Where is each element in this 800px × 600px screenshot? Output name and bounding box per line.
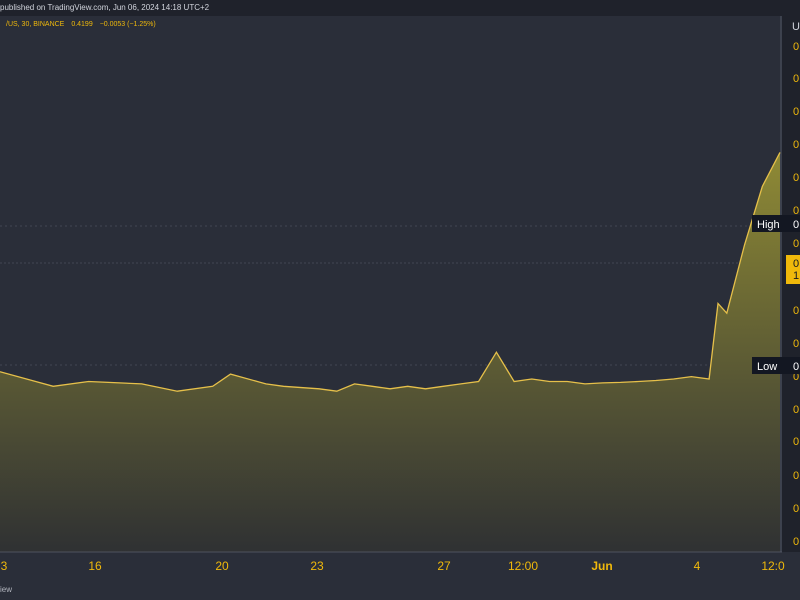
right-axis-tick-label: 0 xyxy=(793,404,799,416)
right-axis-tick-label: 0 xyxy=(793,470,799,482)
x-axis-tick-label: 4 xyxy=(694,559,701,573)
x-axis-tick-label: 27 xyxy=(437,559,451,573)
published-text: published on TradingView.com, Jun 06, 20… xyxy=(0,3,210,12)
right-axis-tick-label: 0 xyxy=(793,436,799,448)
legend-symbol: /US, 30, BINANCE 0.4199 −0.0053 (−1.25%) xyxy=(6,21,156,28)
right-axis-tick-label: 0 xyxy=(793,371,799,383)
x-axis-tick-label: 20 xyxy=(215,559,229,573)
right-axis-tick-label: 0 xyxy=(793,536,799,548)
right-axis-tick-label: 0 xyxy=(793,238,799,250)
chart-footer: iew xyxy=(0,580,800,600)
low-label-text: Low xyxy=(757,361,777,373)
last-price-tag-text: 1 xyxy=(793,270,799,282)
x-axis-tick-label: 16 xyxy=(88,559,102,573)
brand-text: iew xyxy=(0,585,13,594)
x-axis-tick-label: 12:00 xyxy=(508,559,538,573)
right-axis-tick-label: 0 xyxy=(793,139,799,151)
x-axis-tick-label: 12:0 xyxy=(761,559,785,573)
x-axis-tick-label: Jun xyxy=(591,559,612,573)
high-label-value: 0 xyxy=(793,219,799,231)
right-axis-tick-label: 0 xyxy=(793,205,799,217)
last-price-tag: 01 xyxy=(786,255,800,284)
low-label-value: 0 xyxy=(793,361,799,373)
high-label-text: High xyxy=(757,219,780,231)
right-axis-tick-label: 0 xyxy=(793,41,799,53)
price-area-fill xyxy=(0,152,780,552)
chart-header: published on TradingView.com, Jun 06, 20… xyxy=(0,0,800,16)
right-axis-tick-label: 0 xyxy=(793,305,799,317)
right-axis-tick-label: 0 xyxy=(793,73,799,85)
last-price-tag-text: 0 xyxy=(793,258,799,270)
right-axis-tick-label: 0 xyxy=(793,338,799,350)
price-line xyxy=(0,152,781,392)
right-axis-tick-label: 0 xyxy=(793,106,799,118)
right-axis-top-label: U xyxy=(792,21,800,33)
x-axis-tick-label: 3 xyxy=(1,559,8,573)
high-label: High 0 xyxy=(752,215,800,232)
right-axis-tick-label: 0 xyxy=(793,172,799,184)
low-label: Low 0 xyxy=(752,357,800,374)
right-axis-tick-label: 0 xyxy=(793,503,799,515)
x-axis-tick-label: 23 xyxy=(310,559,324,573)
price-chart[interactable]: 3 16 20 23 27 12:00 Jun 4 12:0 U0000000000000000… xyxy=(0,0,800,580)
